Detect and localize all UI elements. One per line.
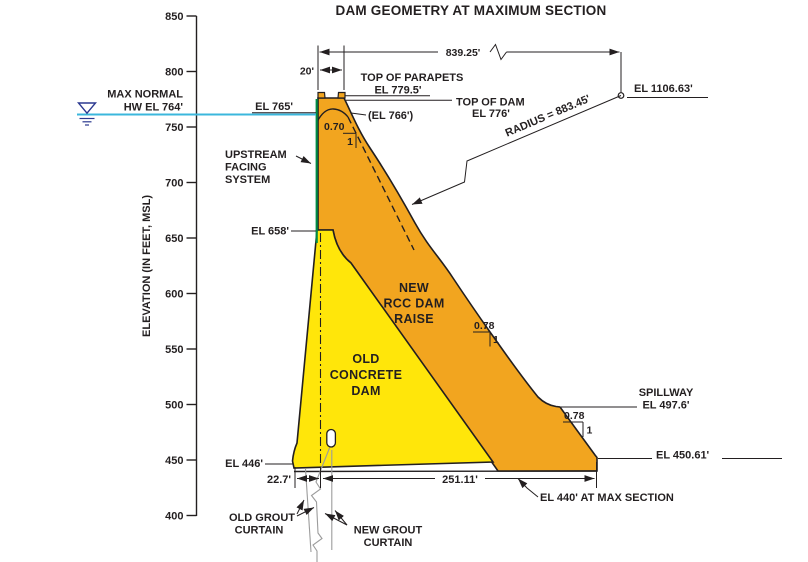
top-of-dam-label-1: TOP OF DAM <box>456 97 525 109</box>
left-parapet <box>317 91 326 99</box>
slope-070-rise: 1 <box>347 136 353 148</box>
dim-227-label: 22.7' <box>267 474 291 486</box>
upstream-facing-label-2: FACING <box>225 162 267 174</box>
max-normal-hw-label-1: MAX NORMAL <box>107 89 183 101</box>
slope-078-rise: 1 <box>493 334 499 346</box>
elevation-axis: 850 800 750 700 650 600 550 500 450 400 … <box>141 11 198 523</box>
right-parapet <box>337 91 346 99</box>
new-grout-label-1: NEW GROUT <box>354 525 423 537</box>
top-of-parapets-label-2: EL 779.5' <box>374 85 421 97</box>
axis-tick-labels: 850 800 750 700 650 600 550 500 450 400 <box>165 11 183 523</box>
crest-labels: TOP OF PARAPETS EL 779.5' TOP OF DAM EL … <box>345 72 525 122</box>
slope-078b-rise: 1 <box>587 425 593 437</box>
radius-leader <box>411 95 622 205</box>
old-concrete-dam <box>291 229 495 469</box>
reservoir-water: MAX NORMAL HW EL 764' <box>77 89 316 126</box>
old-grout-leader-2 <box>296 507 315 517</box>
old-dam-label-3: DAM <box>351 384 380 398</box>
tick-450: 450 <box>165 455 183 467</box>
old-dam-label-2: CONCRETE <box>330 368 403 382</box>
water-level-icon <box>77 102 97 115</box>
spillway-label-2: EL 497.6' <box>642 400 689 412</box>
el-446-label: EL 446' <box>225 458 263 470</box>
old-grout-leader-1 <box>296 499 305 515</box>
el-440-label: EL 440' AT MAX SECTION <box>540 492 674 504</box>
el-766-label: (EL 766') <box>368 110 414 122</box>
new-rcc-label-2: RCC DAM <box>383 297 444 311</box>
axis-ticks <box>186 15 197 517</box>
tick-500: 500 <box>165 400 183 412</box>
old-crest-arc <box>316 108 349 123</box>
dim-20-label: 20' <box>300 66 314 78</box>
region-labels: NEW RCC DAM RAISE OLD CONCRETE DAM <box>330 281 445 398</box>
slope-070-run: 0.70 <box>324 121 345 133</box>
el-766-leader <box>350 112 367 116</box>
old-dam-label-1: OLD <box>352 352 379 366</box>
foundation-line <box>293 470 598 473</box>
grout-labels: OLD GROUT CURTAIN NEW GROUT CURTAIN <box>229 499 423 549</box>
new-grout-leader-1 <box>324 513 348 526</box>
bottom-dimensions: 22.7' 251.11' EL 446' <box>225 458 597 488</box>
spillway-label-1: SPILLWAY <box>639 387 694 399</box>
new-rcc-label-3: RAISE <box>394 312 434 326</box>
upstream-labels: EL 765' UPSTREAM FACING SYSTEM EL 658' <box>225 101 316 238</box>
tick-850: 850 <box>165 11 183 23</box>
slope-078b-run: 0.78 <box>564 410 585 422</box>
dim-839-break-icon <box>489 43 507 61</box>
upstream-facing-label-3: SYSTEM <box>225 174 270 186</box>
old-grout-label-1: OLD GROUT <box>229 512 295 524</box>
top-of-parapets-label-1: TOP OF PARAPETS <box>361 72 464 84</box>
gallery-symbol <box>326 428 337 448</box>
tick-700: 700 <box>165 178 183 190</box>
upstream-facing-leader <box>295 155 312 164</box>
top-of-dam-label-2: EL 776' <box>472 108 510 120</box>
tick-600: 600 <box>165 289 183 301</box>
page-title: DAM GEOMETRY AT MAXIMUM SECTION <box>336 3 607 18</box>
tick-800: 800 <box>165 67 183 79</box>
new-grout-leader-2 <box>334 510 348 526</box>
new-grout-curtain-line <box>310 447 331 562</box>
el-658-label: EL 658' <box>251 226 289 238</box>
dim-251-label: 251.11' <box>442 474 478 486</box>
downstream-labels: SPILLWAY EL 497.6' EL 450.61' EL 440' AT… <box>517 387 782 504</box>
upstream-facing-label-1: UPSTREAM <box>225 149 287 161</box>
water-hatch-icon <box>79 117 95 126</box>
axis-title: ELEVATION (IN FEET, MSL) <box>141 195 153 337</box>
el-765-label: EL 765' <box>255 101 293 113</box>
tick-750: 750 <box>165 122 183 134</box>
old-face-dashed-line <box>347 116 415 251</box>
el-45061-label: EL 450.61' <box>656 450 710 462</box>
construction-lines <box>293 99 598 473</box>
el-1106-label: EL 1106.63' <box>634 83 693 95</box>
tick-550: 550 <box>165 344 183 356</box>
dim-839-label: 839.25' <box>446 47 481 59</box>
max-normal-hw-label-2: HW EL 764' <box>124 102 184 114</box>
slope-indicators: 0.70 1 0.78 1 0.78 1 <box>324 121 593 437</box>
tick-650: 650 <box>165 233 183 245</box>
new-rcc-label-1: NEW <box>399 281 429 295</box>
new-grout-label-2: CURTAIN <box>364 537 413 549</box>
el-440-leader <box>517 478 539 498</box>
old-grout-label-2: CURTAIN <box>235 525 284 537</box>
slope-078-run: 0.78 <box>474 320 495 332</box>
tick-400: 400 <box>165 511 183 523</box>
